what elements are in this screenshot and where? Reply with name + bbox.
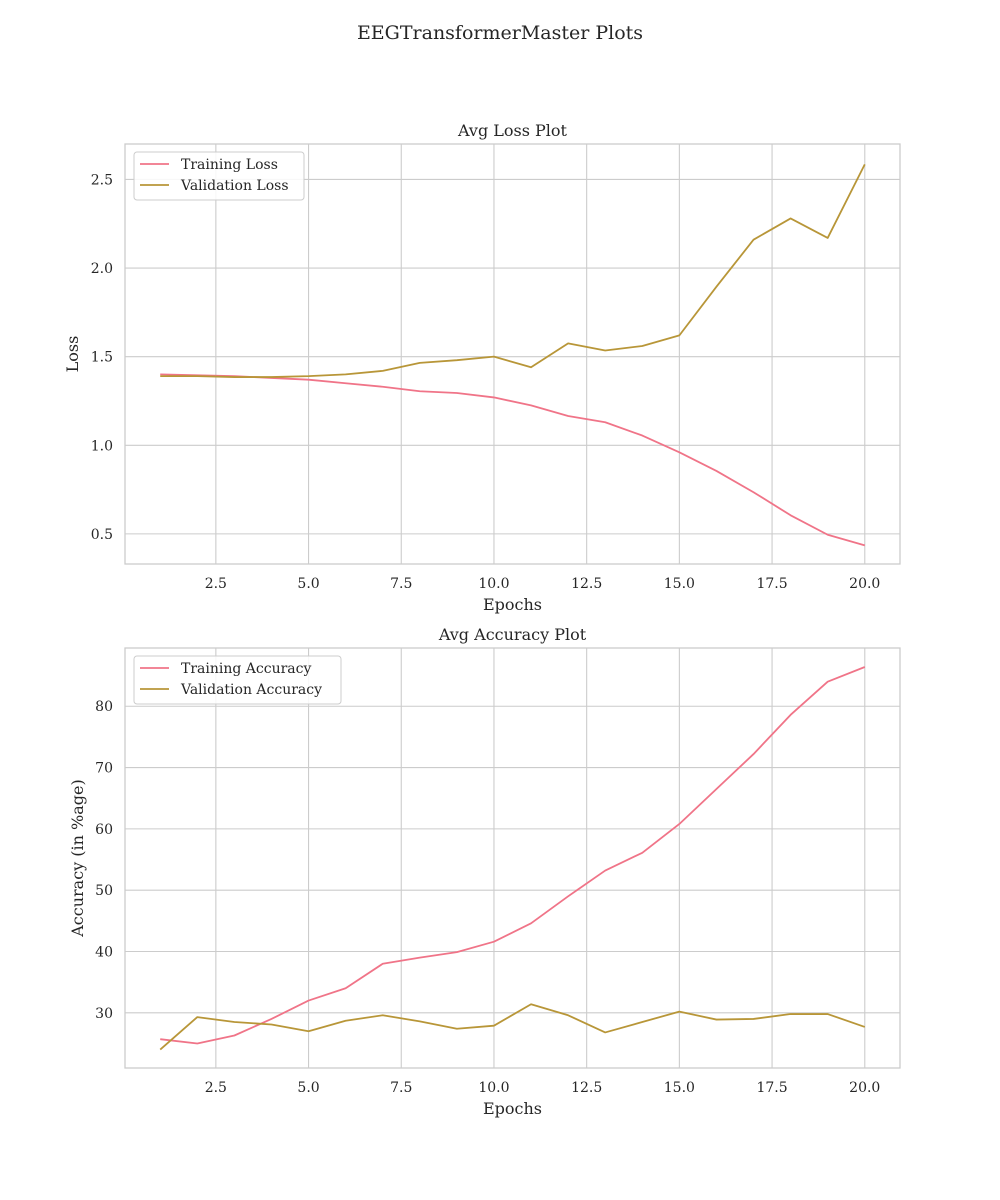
series-line-1 — [160, 373, 866, 547]
y-tick-label: 30 — [95, 1006, 113, 1022]
axes-frame — [124, 143, 901, 565]
x-tick-label: 10.0 — [478, 1080, 509, 1096]
legend-entry: Training Loss — [181, 157, 278, 173]
legend-box — [133, 151, 305, 201]
y-tick-label: 1.5 — [91, 350, 113, 366]
x-tick-label: 2.5 — [205, 1080, 227, 1096]
y-axis-label: Loss — [63, 336, 82, 373]
y-axis-label: Accuracy (in %age) — [68, 779, 87, 938]
legend: Training Loss Validation Loss — [133, 151, 305, 201]
subplot-title: Avg Accuracy Plot — [438, 625, 587, 644]
legend-box — [133, 655, 342, 705]
series-line-1 — [160, 666, 866, 1045]
x-tick-label: 17.5 — [756, 1080, 787, 1096]
x-tick-label: 5.0 — [297, 576, 319, 592]
y-tick-label: 60 — [95, 822, 113, 838]
x-tick-label: 12.5 — [571, 1080, 602, 1096]
x-tick-label: 7.5 — [390, 1080, 412, 1096]
x-axis-label: Epochs — [483, 595, 542, 614]
x-tick-label: 15.0 — [664, 1080, 695, 1096]
y-tick-label: 2.5 — [91, 172, 113, 188]
legend-entry: Validation Loss — [180, 178, 289, 194]
x-tick-label: 20.0 — [849, 576, 880, 592]
axes-frame — [124, 647, 901, 1069]
subplot-2: 2.5 5.0 7.5 10.0 12.5 15.0 17.5 20.0 30 40 50 60 70 8… — [68, 625, 901, 1118]
y-tick-label: 70 — [95, 761, 113, 777]
x-tick-label: 2.5 — [205, 576, 227, 592]
y-tick-label: 0.5 — [91, 527, 113, 543]
y-tick-label: 50 — [95, 883, 113, 899]
figure-title: EEGTransformerMaster Plots — [357, 22, 643, 44]
legend-entry: Training Accuracy — [181, 661, 311, 677]
subplot-1: 2.5 5.0 7.5 10.0 12.5 15.0 17.5 20.0 0.5 1.0 1.5 2.… — [63, 121, 901, 614]
series-line-2 — [160, 163, 866, 378]
y-tick-label: 40 — [95, 945, 113, 961]
series-line-2 — [159, 1003, 866, 1051]
x-tick-label: 7.5 — [390, 576, 412, 592]
subplot-title: Avg Loss Plot — [457, 121, 568, 140]
x-tick-label: 15.0 — [664, 576, 695, 592]
x-tick-label: 12.5 — [571, 576, 602, 592]
y-tick-label: 2.0 — [91, 261, 113, 277]
x-tick-label: 17.5 — [756, 576, 787, 592]
x-tick-label: 10.0 — [478, 576, 509, 592]
y-tick-label: 80 — [95, 699, 113, 715]
legend-entry: Validation Accuracy — [180, 682, 322, 698]
plots-area: 2.5 5.0 7.5 10.0 12.5 15.0 17.5 20.0 0.5 1.0 1.5 2.… — [63, 121, 901, 1118]
legend: Training Accuracy Validation Accuracy — [133, 655, 342, 705]
x-tick-label: 20.0 — [849, 1080, 880, 1096]
x-axis-label: Epochs — [483, 1099, 542, 1118]
x-tick-label: 5.0 — [297, 1080, 319, 1096]
y-tick-label: 1.0 — [91, 438, 113, 454]
